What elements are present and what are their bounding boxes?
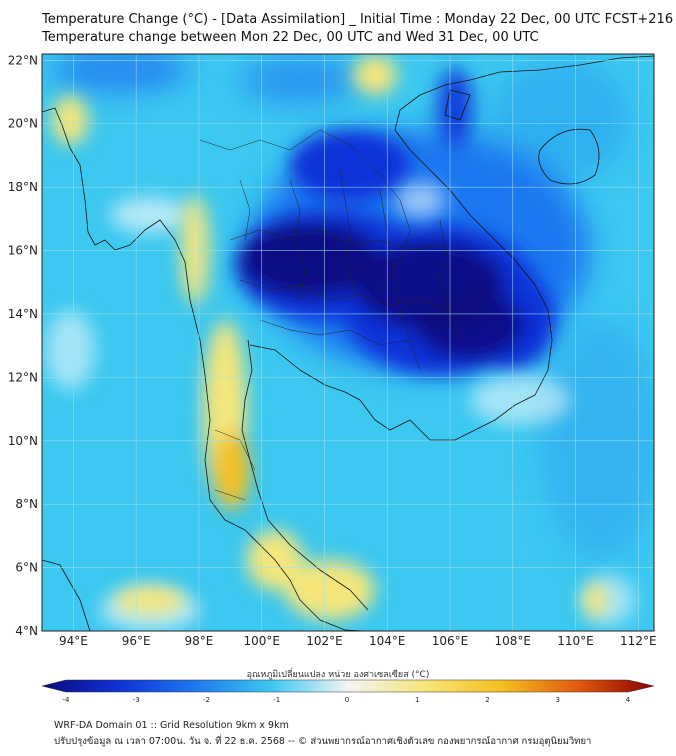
colorbar-tick-label: 4 [626, 696, 631, 704]
latitude-tick-label: 20°N [8, 117, 38, 131]
longitude-tick-label: 106°E [432, 634, 469, 648]
colorbar-tick-label: 1 [415, 696, 419, 704]
latitude-labels: 4°N 6°N 8°N 10°N 12°N 14°N 16°N 18°N 20°N 22°N [8, 53, 38, 638]
longitude-labels: 94°E 96°E 98°E 100°E 102°E 104°E 106°E 108°E 110… [59, 634, 657, 648]
province-borders [199, 129, 461, 501]
longitude-tick-label: 112°E [620, 634, 657, 648]
latitude-tick-label: 4°N [15, 624, 38, 638]
colorbar-ramp [41, 679, 655, 693]
latitude-tick-label: 22°N [8, 53, 38, 67]
longitude-tick-label: 94°E [59, 634, 88, 648]
footer-model-info: WRF-DA Domain 01 :: Grid Resolution 9km … [54, 720, 289, 731]
colorbar-tick-label: -4 [63, 696, 71, 704]
map-frame [41, 53, 655, 632]
colorbar-tick-label: 0 [345, 696, 349, 704]
colorbar-ticks: -4 -3 -2 -1 0 1 2 3 4 [63, 696, 631, 704]
colorbar-tick-label: -1 [273, 696, 280, 704]
latitude-tick-label: 10°N [8, 434, 38, 448]
map-subtitle: Temperature change between Mon 22 Dec, 0… [42, 30, 539, 45]
longitude-tick-label: 108°E [495, 634, 532, 648]
colorbar-tick-label: 2 [485, 696, 489, 704]
latitude-tick-label: 18°N [8, 180, 38, 194]
graticule [42, 54, 654, 631]
footer-credit: ปรับปรุงข้อมูล ณ เวลา 07:00น. วัน จ. ที่… [54, 736, 592, 747]
colorbar: -4 -3 -2 -1 0 1 2 3 4 [41, 679, 655, 704]
latitude-tick-label: 12°N [8, 370, 38, 384]
longitude-tick-label: 98°E [184, 634, 213, 648]
longitude-tick-label: 110°E [557, 634, 594, 648]
latitude-tick-label: 6°N [15, 561, 38, 575]
longitude-tick-label: 100°E [243, 634, 280, 648]
colorbar-tick-label: -2 [203, 696, 210, 704]
colorbar-tick-label: -3 [133, 696, 140, 704]
colorbar-label: อุณหภูมิเปลี่ยนแปลง หน่วย องศาเซลเซียส (… [246, 670, 430, 680]
latitude-tick-label: 16°N [8, 244, 38, 258]
coastline-outlines [42, 55, 654, 631]
temperature-field [42, 54, 654, 631]
latitude-tick-label: 14°N [8, 307, 38, 321]
colorbar-tick-label: 3 [556, 696, 560, 704]
longitude-tick-label: 104°E [369, 634, 406, 648]
longitude-tick-label: 96°E [122, 634, 151, 648]
map-title: Temperature Change (°C) - [Data Assimila… [42, 12, 674, 27]
latitude-tick-label: 8°N [15, 497, 38, 511]
longitude-tick-label: 102°E [306, 634, 343, 648]
